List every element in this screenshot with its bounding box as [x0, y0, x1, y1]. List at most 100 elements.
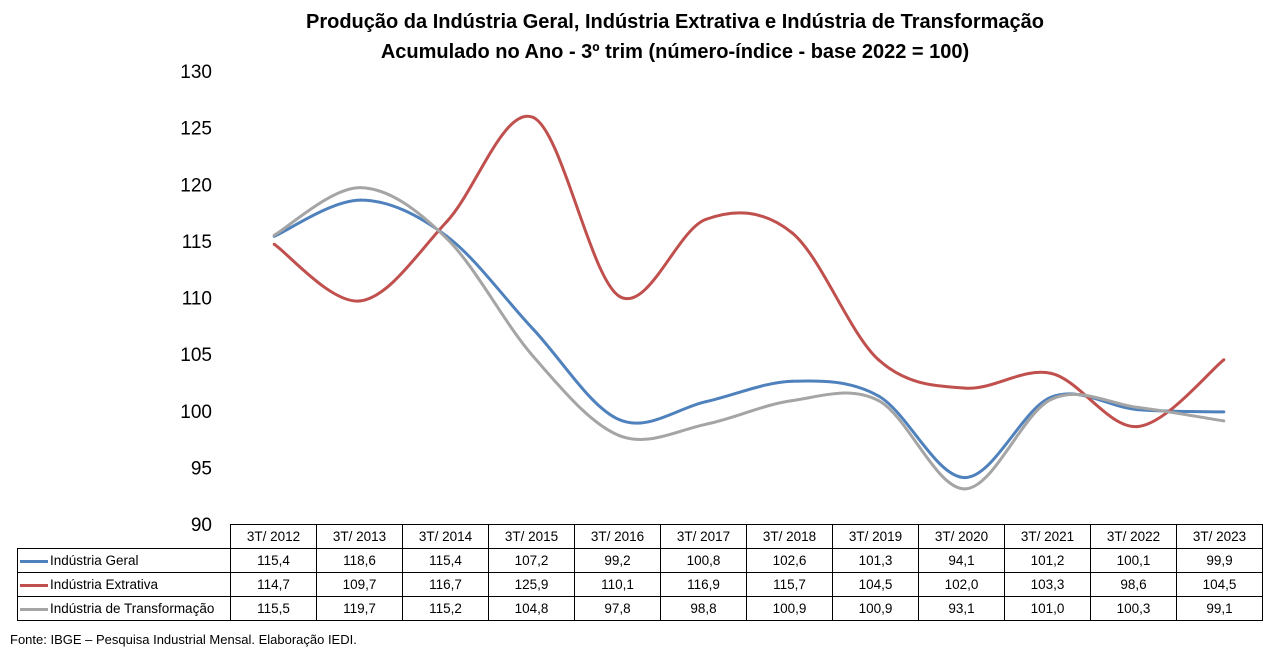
x-tick-label: 3T/ 2016	[574, 524, 661, 549]
data-point	[877, 358, 880, 362]
data-point	[790, 379, 794, 383]
data-point	[531, 327, 535, 331]
y-tick-label: 105	[180, 345, 212, 366]
data-point	[963, 476, 967, 480]
data-label: 101,0	[1004, 596, 1091, 621]
data-label: 104,8	[488, 596, 575, 621]
legend-entry: Indústria Extrativa	[17, 572, 231, 597]
data-label: 115,4	[402, 548, 489, 573]
chart-title: Produção da Indústria Geral, Indústria E…	[306, 11, 1044, 33]
data-label: 102,0	[918, 572, 1005, 597]
y-tick-label: 110	[182, 289, 212, 310]
data-label: 101,3	[832, 548, 919, 573]
data-label: 100,3	[1090, 596, 1177, 621]
data-label: 119,7	[316, 596, 403, 621]
table-row: Indústria de Transformação 115,5 119,7 115,…	[17, 596, 1263, 621]
legend-swatch	[20, 559, 48, 563]
table-row: Indústria Geral 115,4 118,6 115,4 107,2 99,2 1…	[17, 548, 1263, 573]
data-label: 100,1	[1090, 548, 1177, 573]
legend-label: Indústria de Transformação	[50, 601, 215, 616]
y-tick-label: 125	[180, 119, 212, 140]
data-point	[359, 299, 362, 303]
y-tick-label: 120	[180, 175, 212, 196]
data-label: 115,7	[746, 572, 833, 597]
data-point	[359, 198, 362, 202]
data-point	[1222, 419, 1226, 423]
y-tick-label: 90	[191, 515, 212, 536]
series-line-3	[273, 186, 1225, 491]
data-point	[1136, 405, 1139, 409]
data-label: 98,8	[660, 596, 747, 621]
data-label: 115,5	[230, 596, 317, 621]
data-point	[877, 399, 880, 403]
x-tick-label: 3T/ 2018	[746, 524, 833, 549]
data-point	[531, 354, 535, 358]
data-label: 99,9	[1176, 548, 1263, 573]
data-table: 3T/ 2012 3T/ 2013 3T/ 2014 3T/ 2015 3T/ 2016…	[17, 524, 1263, 621]
data-label: 100,9	[832, 596, 919, 621]
data-point	[272, 242, 276, 246]
series-line-1	[273, 198, 1224, 480]
data-point	[790, 399, 794, 403]
y-tick-label: 100	[180, 402, 212, 423]
data-point	[790, 231, 794, 235]
legend-swatch	[20, 607, 48, 611]
data-label: 101,2	[1004, 548, 1091, 573]
y-tick-label: 115	[182, 232, 212, 253]
x-tick-label: 3T/ 2012	[230, 524, 317, 549]
data-point	[445, 220, 449, 224]
data-label: 102,6	[746, 548, 833, 573]
source-note: Fonte: IBGE – Pesquisa Industrial Mensal…	[10, 632, 357, 647]
data-label: 115,2	[402, 596, 489, 621]
data-point	[618, 294, 621, 298]
x-tick-label: 3T/ 2021	[1004, 524, 1091, 549]
series-lines	[272, 114, 1226, 491]
data-label: 99,2	[574, 548, 661, 573]
data-label: 116,9	[660, 572, 747, 597]
data-point	[272, 233, 276, 237]
table-corner	[18, 525, 231, 549]
data-point	[1049, 397, 1053, 401]
data-label: 93,1	[918, 596, 1005, 621]
data-label: 100,8	[660, 548, 747, 573]
x-tick-label: 3T/ 2022	[1090, 524, 1177, 549]
data-point	[1222, 358, 1226, 362]
data-label: 116,7	[402, 572, 489, 597]
data-point	[877, 394, 880, 398]
data-point	[1049, 371, 1053, 375]
data-label: 104,5	[832, 572, 919, 597]
y-tick-label: 130	[180, 62, 212, 83]
series-line-2	[273, 114, 1225, 429]
x-tick-label: 3T/ 2014	[402, 524, 489, 549]
x-tick-label: 3T/ 2020	[918, 524, 1005, 549]
chart-subtitle: Acumulado no Ano - 3º trim (número-índic…	[380, 41, 970, 63]
data-label: 114,7	[230, 572, 317, 597]
x-tick-label: 3T/ 2023	[1176, 524, 1263, 549]
data-label: 104,5	[1176, 572, 1263, 597]
data-label: 97,8	[574, 596, 661, 621]
data-point	[531, 115, 535, 119]
table-header-row: 3T/ 2012 3T/ 2013 3T/ 2014 3T/ 2015 3T/ 2016…	[18, 524, 1263, 549]
data-label: 107,2	[488, 548, 575, 573]
data-point	[704, 400, 708, 404]
legend-swatch	[20, 583, 48, 587]
data-label: 103,3	[1004, 572, 1091, 597]
data-point	[1136, 425, 1139, 429]
data-label: 110,1	[574, 572, 661, 597]
data-label: 115,4	[230, 548, 317, 573]
x-tick-label: 3T/ 2015	[488, 524, 575, 549]
x-tick-label: 3T/ 2013	[316, 524, 403, 549]
data-point	[618, 434, 621, 438]
data-point	[445, 237, 449, 241]
data-label: 99,1	[1176, 596, 1263, 621]
legend-entry: Indústria Geral	[17, 548, 231, 573]
data-point	[963, 487, 967, 491]
data-point	[704, 217, 708, 221]
data-label: 98,6	[1090, 572, 1177, 597]
data-label: 100,9	[746, 596, 833, 621]
y-axis: 90 95 100 105 110 115 120 125 130	[180, 62, 212, 536]
x-tick-label: 3T/ 2019	[832, 524, 919, 549]
data-point	[618, 418, 621, 422]
y-tick-label: 95	[191, 458, 212, 479]
